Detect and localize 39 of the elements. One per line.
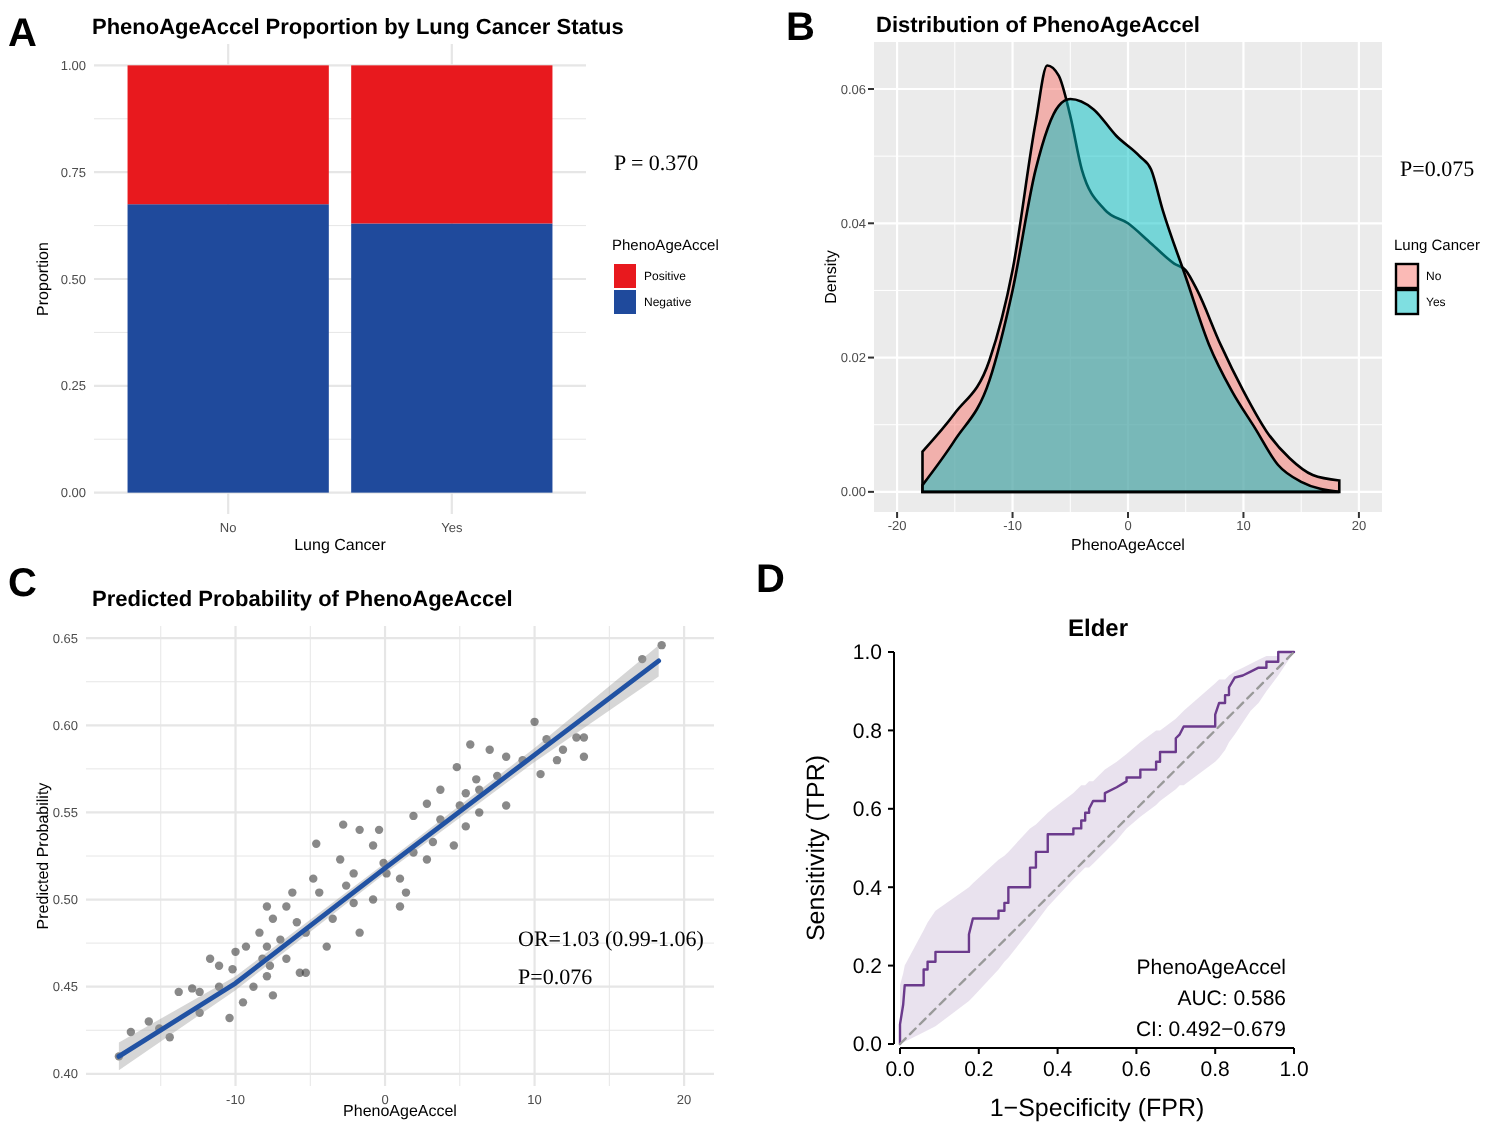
text: B	[786, 6, 815, 50]
text: C	[8, 562, 37, 606]
annotation: CI: 0.492−0.679	[1135, 1018, 1287, 1042]
chart-title: Elder	[1067, 614, 1129, 642]
y-tick-label: 0.4	[852, 876, 883, 901]
annotation: PhenoAgeAccel	[1136, 956, 1286, 980]
bar	[127, 204, 329, 493]
x-tick-label: 0.6	[1121, 1058, 1152, 1082]
text: P=0.075	[1400, 158, 1476, 182]
y-tick-label: 0.8	[852, 719, 883, 744]
chart-title: Predicted Probability of PhenoAgeAccel	[92, 588, 513, 612]
x-tick-label: 0.0	[885, 1058, 915, 1082]
x-axis-title: 1−Specificity (FPR)	[989, 1094, 1205, 1122]
text: A	[8, 12, 37, 56]
annotation: P=0.076	[518, 966, 594, 990]
chart-title: PhenoAgeAccel Proportion by Lung Cancer Status	[92, 16, 624, 40]
annotation: OR=1.03 (0.99-1.06)	[518, 928, 705, 952]
y-tick-label: 1.0	[852, 641, 883, 666]
y-axis-title: Density	[822, 250, 840, 304]
chart-title: Distribution of PhenoAgeAccel	[876, 14, 1200, 38]
y-axis-title: Predicted Probability	[34, 782, 52, 930]
y-tick-label: 0.2	[852, 954, 883, 979]
x-tick-label: 0.4	[1042, 1058, 1073, 1082]
y-tick-label: 0.0	[852, 1033, 883, 1058]
x-axis-title: Lung Cancer	[294, 536, 387, 554]
x-tick-label: 0.8	[1200, 1058, 1231, 1082]
text: D	[756, 558, 785, 602]
y-axis-title: Sensitivity (TPR)	[802, 754, 830, 942]
y-tick-label: 0.6	[852, 798, 883, 823]
x-axis-title: PhenoAgeAccel	[343, 1102, 458, 1120]
annotation: AUC: 0.586	[1177, 987, 1287, 1011]
bar	[351, 223, 553, 493]
x-tick-label: 1.0	[1279, 1058, 1309, 1082]
text: P = 0.370	[614, 152, 700, 176]
bar	[127, 65, 329, 205]
x-tick-label: 0.2	[964, 1058, 994, 1082]
y-axis-title: Proportion	[34, 242, 52, 316]
bar	[351, 65, 553, 224]
x-axis-title: PhenoAgeAccel	[1071, 536, 1186, 554]
